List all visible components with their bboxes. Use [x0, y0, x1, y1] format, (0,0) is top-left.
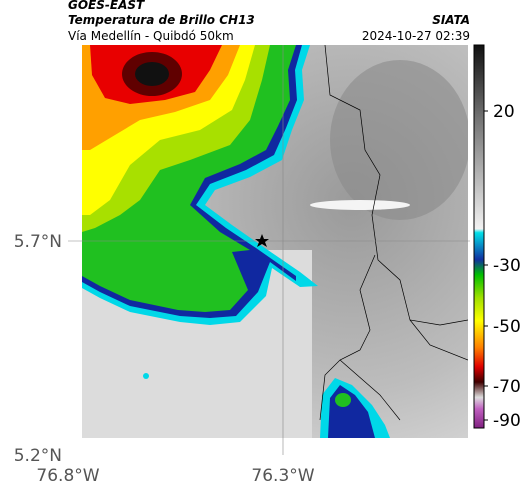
colorbar-tick-label: 20	[493, 102, 515, 122]
agency: SIATA	[432, 13, 470, 27]
location-marker	[255, 234, 269, 247]
lon-label: 76.8°W	[36, 466, 99, 486]
colorbar	[473, 44, 485, 429]
source: GOES-EAST	[68, 0, 145, 12]
lat-label: 5.7°N	[14, 232, 62, 252]
lat-label: 5.2°N	[14, 446, 62, 466]
colorbar-ticks	[484, 110, 488, 421]
colorbar-tick-label: -90	[493, 411, 521, 431]
title: Temperatura de Brillo CH13	[68, 13, 255, 27]
timestamp: 2024-10-27 02:39	[362, 29, 470, 43]
subtitle: Vía Medellín - Quibdó 50km	[68, 29, 234, 43]
lon-label: 76.3°W	[251, 466, 314, 486]
colorbar-tick-label: -30	[493, 256, 521, 276]
satellite-image	[82, 45, 468, 438]
colorbar-tick-label: -50	[493, 317, 521, 337]
colorbar-tick-label: -70	[493, 377, 521, 397]
